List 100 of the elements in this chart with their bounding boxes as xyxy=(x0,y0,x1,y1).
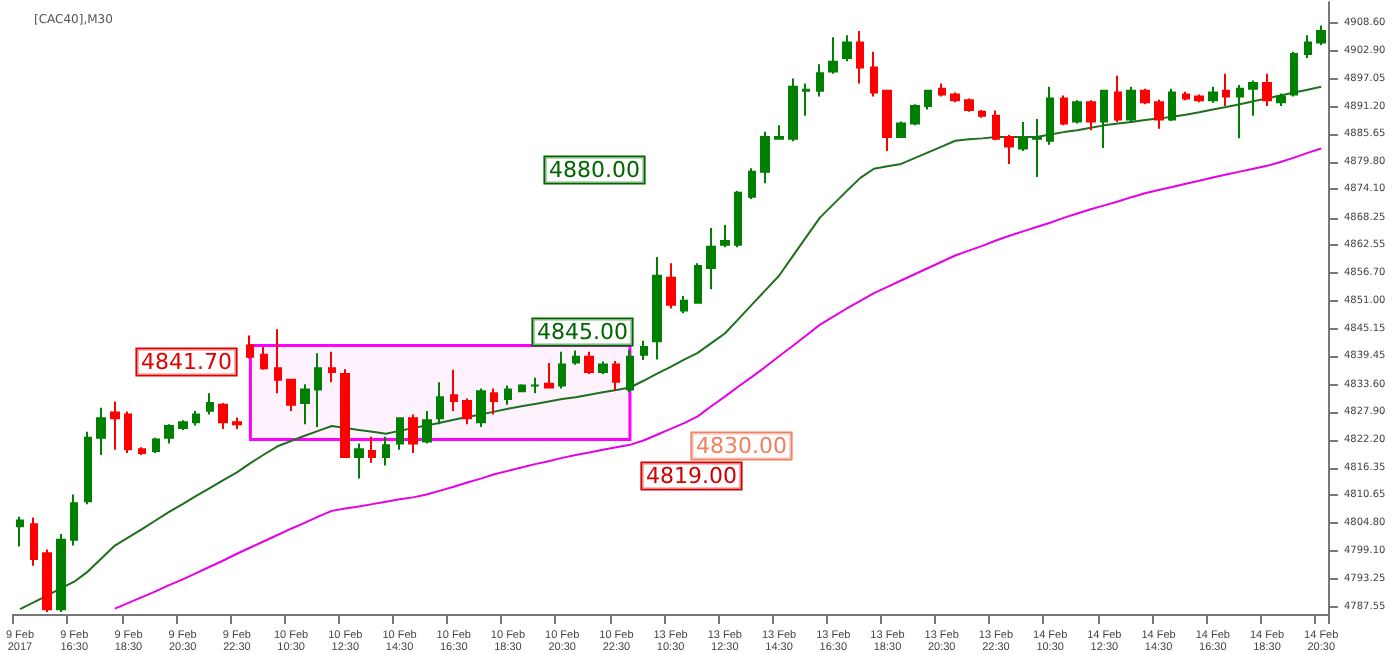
candlestick xyxy=(1100,89,1108,150)
candlestick xyxy=(1208,85,1218,104)
candlestick xyxy=(802,82,810,117)
candlestick xyxy=(572,349,580,366)
candlestick xyxy=(260,346,268,371)
line-series xyxy=(19,85,1323,611)
annotation: 4845.00 xyxy=(537,319,628,345)
candlestick xyxy=(354,442,364,480)
candlestick xyxy=(910,103,920,127)
candlestick xyxy=(1060,94,1068,127)
candlestick xyxy=(96,406,106,456)
candlestick xyxy=(124,410,132,455)
candlestick xyxy=(422,410,432,445)
candlestick xyxy=(734,189,742,249)
candlestick xyxy=(816,63,824,98)
candlestick xyxy=(774,124,784,141)
candlestick xyxy=(1018,120,1028,152)
candlestick xyxy=(408,413,418,455)
candlestick xyxy=(1182,90,1190,102)
candlestick xyxy=(192,410,200,427)
candlestick xyxy=(992,109,1000,142)
candlestick xyxy=(896,120,906,139)
candlestick xyxy=(396,416,404,451)
candlestick xyxy=(286,378,296,413)
candlestick xyxy=(1194,93,1204,104)
candlestick xyxy=(720,224,730,249)
candlestick xyxy=(206,392,214,416)
candlestick xyxy=(232,416,242,430)
candlestick xyxy=(652,255,662,361)
candlestick xyxy=(84,430,92,506)
candlestick xyxy=(450,368,458,413)
candlestick xyxy=(1046,85,1054,146)
annotation: 4841.70 xyxy=(141,349,232,375)
annotation: 4830.00 xyxy=(696,433,787,459)
candlestick xyxy=(1086,99,1096,132)
candlestick xyxy=(612,360,620,392)
candlestick xyxy=(1072,99,1082,125)
candlestick xyxy=(584,350,594,376)
candlestick xyxy=(246,334,254,360)
candlestick xyxy=(1168,87,1176,123)
candlestick xyxy=(694,262,702,305)
candlestick xyxy=(518,383,526,393)
candlestick xyxy=(626,348,634,394)
candlestick xyxy=(760,130,770,185)
candlestick xyxy=(300,383,310,426)
candlestick xyxy=(558,350,566,390)
candlestick xyxy=(870,50,878,98)
candlestick xyxy=(328,350,336,384)
candlestick xyxy=(1140,87,1150,106)
candlestick xyxy=(748,167,756,201)
candlestick xyxy=(950,91,960,104)
candlestick xyxy=(1126,85,1136,123)
candlestick xyxy=(138,446,146,456)
candlestick xyxy=(164,423,174,445)
candlestick xyxy=(1032,118,1042,178)
candlestick xyxy=(152,436,160,455)
candlestick xyxy=(16,515,24,548)
candlestick xyxy=(938,82,946,98)
candlestick xyxy=(30,516,38,567)
line-series xyxy=(113,147,1323,610)
candlestick xyxy=(110,400,120,451)
candlestick xyxy=(314,352,322,429)
candlestick xyxy=(788,77,798,143)
candlestick xyxy=(1004,134,1014,165)
candlestick xyxy=(828,36,838,75)
candlestick xyxy=(490,387,498,416)
candlestick xyxy=(462,397,472,426)
candlestick xyxy=(842,34,852,63)
candlestick xyxy=(274,328,282,395)
annotation: 4819.00 xyxy=(646,463,737,489)
candlestick xyxy=(1304,34,1312,59)
candlestick xyxy=(1248,79,1258,117)
candlestick xyxy=(924,88,932,111)
candlestick xyxy=(218,401,228,430)
candlestick xyxy=(504,384,512,406)
candlestick xyxy=(706,227,716,291)
candlestick xyxy=(476,387,486,429)
candlestick xyxy=(1290,50,1298,98)
candlestick xyxy=(1236,83,1244,140)
candlestick xyxy=(598,360,608,376)
candlestick xyxy=(436,381,444,426)
candlestick xyxy=(964,97,974,113)
candlestick xyxy=(368,435,376,464)
candlestick xyxy=(70,493,78,547)
candlestick xyxy=(640,339,648,362)
candlestick xyxy=(340,368,350,459)
candlestick xyxy=(1154,98,1164,130)
candlestick xyxy=(530,376,540,395)
candlestick xyxy=(680,294,688,315)
candlestick xyxy=(1262,72,1272,108)
annotation: 4880.00 xyxy=(549,157,640,183)
candlestick xyxy=(856,29,864,85)
candlestick xyxy=(1222,72,1230,108)
candlestick xyxy=(666,262,676,310)
candlestick xyxy=(882,89,892,152)
candlestick xyxy=(1114,74,1122,123)
candlestick xyxy=(544,361,554,390)
candlestick xyxy=(978,108,986,119)
candlestick xyxy=(382,435,390,467)
candlestick xyxy=(178,419,188,431)
